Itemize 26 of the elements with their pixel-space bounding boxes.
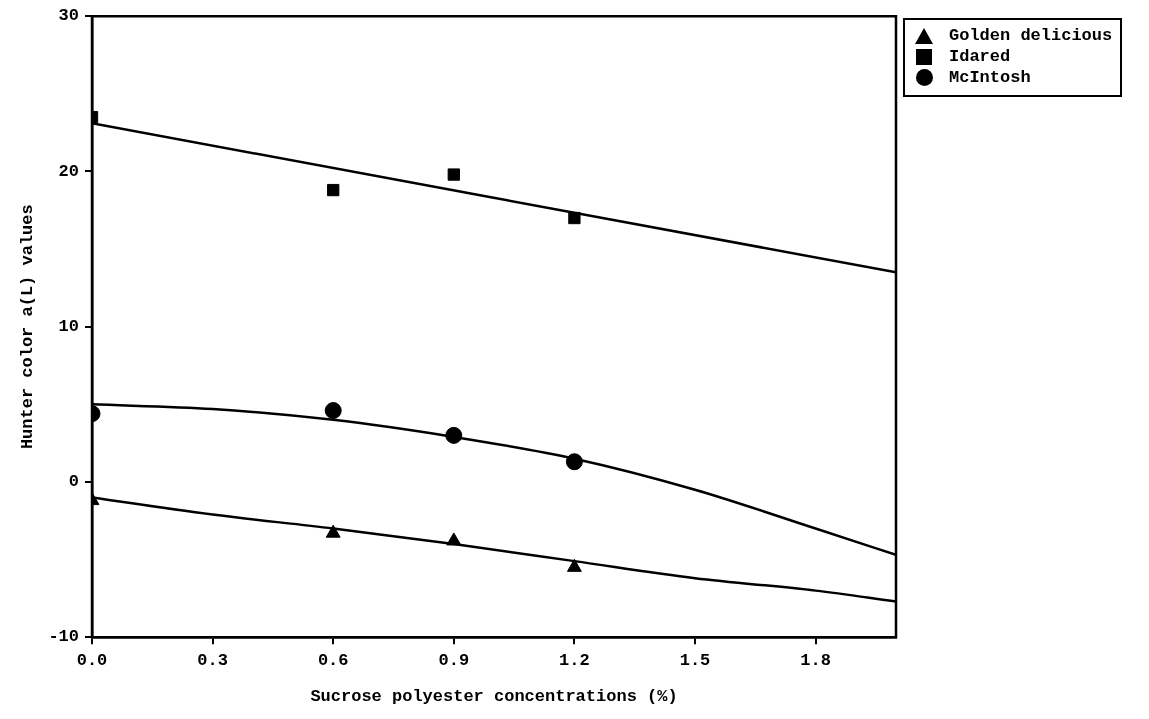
x-tick-label: 0.0	[76, 650, 108, 670]
x-tick-label: 0.9	[438, 650, 470, 670]
point	[324, 402, 342, 420]
y-tick-label: 0	[68, 472, 79, 492]
y-tick-label: 10	[58, 316, 79, 336]
legend-label: McIntosh	[949, 68, 1031, 87]
point	[445, 426, 463, 444]
point	[568, 211, 581, 225]
point	[566, 558, 582, 572]
point	[446, 532, 462, 546]
x-tick-label: 0.6	[317, 650, 349, 670]
legend-label: Idared	[949, 47, 1011, 66]
x-axis-title: Sucrose polyester concentrations (%)	[310, 687, 678, 707]
point	[565, 453, 583, 471]
x-tick-label: 1.5	[679, 650, 711, 670]
x-tick-label: 0.3	[197, 650, 228, 670]
point	[327, 183, 340, 197]
y-tick-label: -10	[48, 627, 79, 647]
y-axis-title: Hunter color a(L) values	[18, 204, 38, 450]
point	[447, 168, 460, 181]
x-tick-label: 1.2	[559, 650, 590, 670]
legend-label: Golden delicious	[949, 26, 1113, 45]
y-tick-label: 30	[58, 6, 79, 26]
point	[325, 524, 341, 538]
x-tick-label: 1.8	[800, 650, 831, 670]
y-tick-label: 20	[58, 161, 79, 181]
